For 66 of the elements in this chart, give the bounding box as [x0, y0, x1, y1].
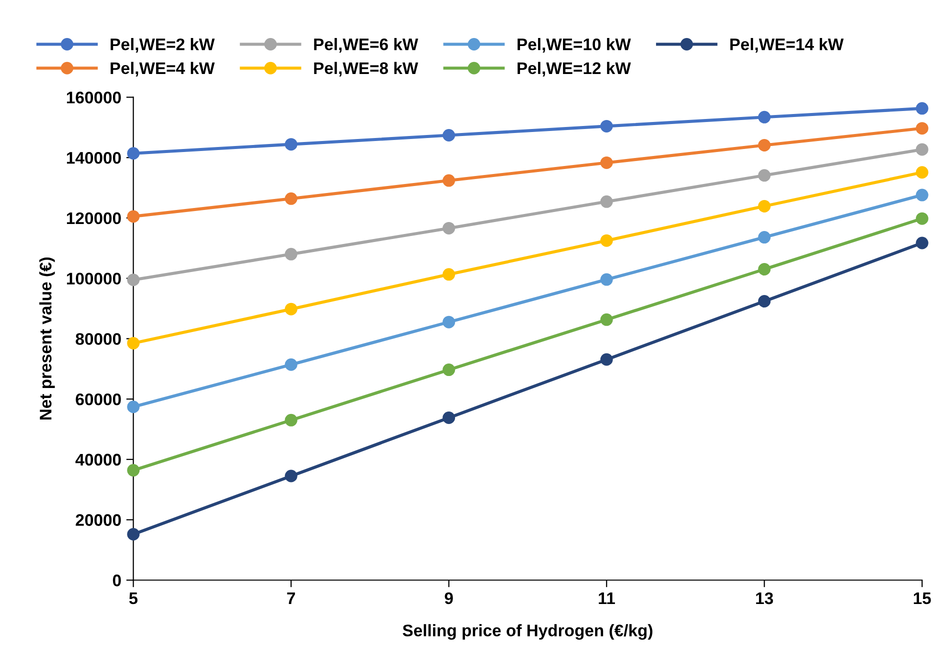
- point: [127, 274, 140, 286]
- point: [442, 412, 456, 424]
- x-axis-title: Selling price of Hydrogen (€/kg): [402, 624, 652, 640]
- y-tick-label: 40000: [75, 454, 121, 466]
- point: [600, 313, 613, 326]
- y-tick-label: 0: [112, 574, 121, 586]
- point: [600, 353, 613, 366]
- y-tick-label: 120000: [66, 212, 121, 224]
- point: [758, 138, 771, 152]
- y-tick-label: 140000: [66, 152, 121, 164]
- x-tick-label: 9: [444, 592, 453, 604]
- point: [758, 295, 771, 308]
- point: [127, 464, 140, 477]
- point: [284, 470, 298, 482]
- y-tick-label: 20000: [76, 514, 121, 526]
- point: [127, 400, 140, 414]
- point: [127, 147, 140, 160]
- x-tick-label: 15: [914, 592, 931, 604]
- point: [758, 263, 771, 276]
- point: [600, 156, 613, 169]
- point: [600, 273, 613, 286]
- x-tick-label: 11: [598, 592, 615, 604]
- point: [758, 200, 771, 212]
- point: [916, 102, 928, 115]
- point: [284, 248, 298, 260]
- point: [442, 364, 456, 376]
- point: [916, 236, 928, 250]
- point: [916, 143, 928, 156]
- x-tick-label: 13: [756, 592, 774, 604]
- point: [916, 122, 928, 135]
- y-tick-label: 80000: [76, 333, 121, 345]
- point: [758, 169, 771, 182]
- point: [916, 212, 928, 225]
- point: [284, 192, 298, 205]
- point: [442, 222, 456, 234]
- legend-label: Pel,WE=10 kW: [518, 38, 631, 53]
- point: [284, 302, 298, 316]
- point: [127, 336, 140, 350]
- point: [758, 231, 771, 244]
- legend-label: Pel,WE=12 kW: [518, 62, 631, 77]
- point: [284, 414, 298, 426]
- point: [600, 195, 613, 208]
- point: [758, 110, 771, 124]
- point: [442, 268, 456, 281]
- point: [916, 188, 928, 202]
- point: [600, 120, 613, 132]
- point: [442, 129, 456, 142]
- point: [284, 138, 298, 151]
- legend-label: Pel,WE=8 kW: [314, 62, 418, 77]
- point: [127, 528, 140, 541]
- legend-label: Pel,WE=14 kW: [730, 38, 844, 53]
- point: [442, 174, 456, 187]
- y-tick-label: 100000: [66, 272, 121, 285]
- point: [127, 210, 140, 223]
- legend-label: Pel,WE=6 kW: [314, 38, 418, 53]
- x-tick-label: 5: [129, 592, 138, 604]
- point: [442, 316, 456, 328]
- y-tick-label: 160000: [66, 92, 121, 104]
- y-axis-title: Net present value (€): [39, 258, 55, 420]
- legend-label: Pel,WE=4 kW: [110, 62, 215, 77]
- y-tick-label: 60000: [76, 393, 121, 406]
- point: [284, 358, 298, 371]
- point: [600, 234, 613, 247]
- x-tick-label: 7: [287, 592, 295, 604]
- legend-label: Pel,WE=2 kW: [110, 38, 215, 53]
- point: [916, 166, 928, 179]
